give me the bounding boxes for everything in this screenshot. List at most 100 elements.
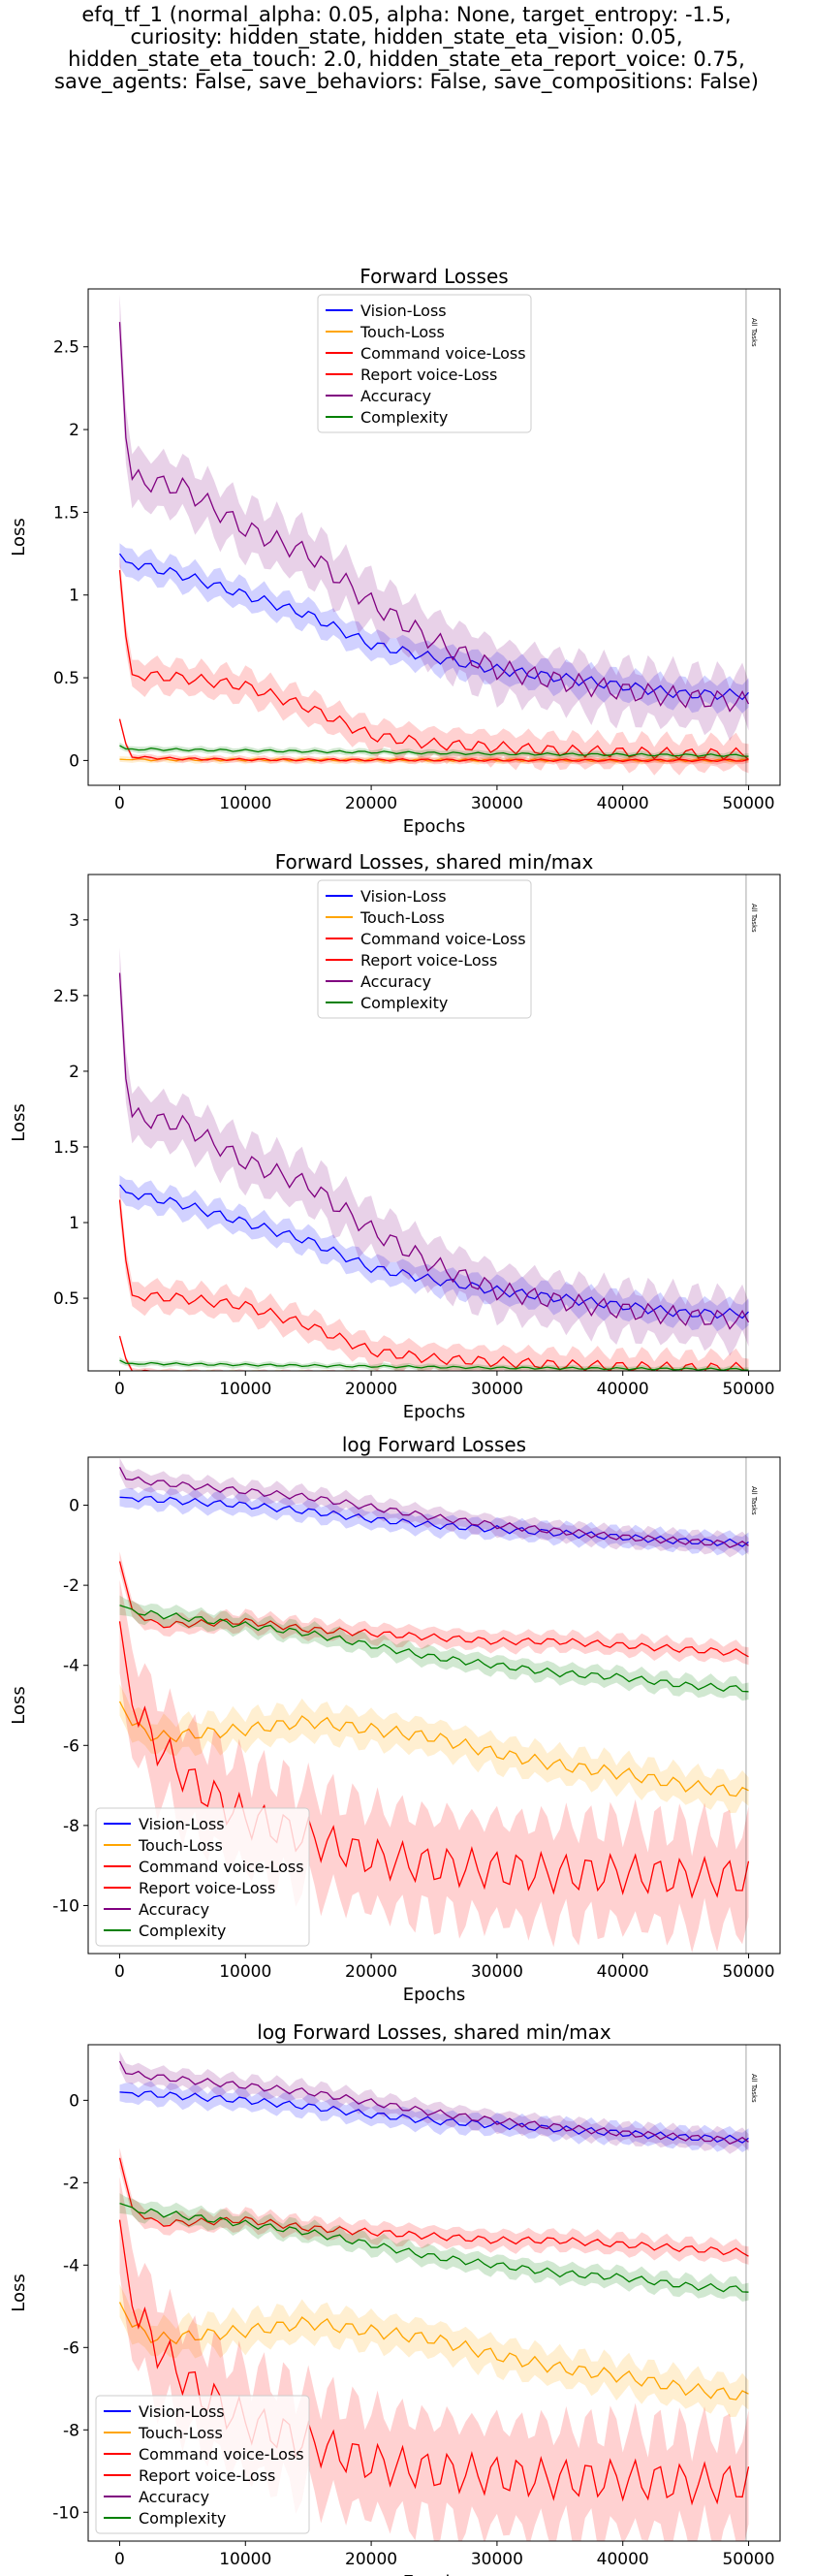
legend-entry: Report voice-Loss bbox=[360, 366, 497, 384]
y-tick-label: -2 bbox=[63, 1576, 79, 1596]
x-tick-label: 10000 bbox=[219, 794, 271, 813]
legend-entry: Accuracy bbox=[139, 2488, 209, 2506]
legend-entry: Command voice-Loss bbox=[360, 930, 526, 948]
series-band-vision-loss bbox=[119, 1175, 749, 1332]
x-tick-label: 20000 bbox=[345, 2550, 397, 2569]
legend-entry: Accuracy bbox=[360, 387, 431, 405]
legend-entry: Touch-Loss bbox=[138, 2424, 223, 2442]
plot-frame bbox=[87, 288, 781, 786]
task-marker-label: All Tasks bbox=[750, 1486, 758, 1515]
series-band-command-voice-loss bbox=[119, 1185, 749, 1371]
chart-title: log Forward Losses, shared min/max bbox=[257, 2020, 611, 2044]
legend-entry: Command voice-Loss bbox=[139, 2445, 304, 2464]
task-marker-label: All Tasks bbox=[750, 2074, 758, 2103]
series-line-accuracy bbox=[118, 1467, 749, 1548]
series-line-vision-loss bbox=[118, 1184, 749, 1320]
series-line-command-voice-loss bbox=[118, 2157, 749, 2257]
series-band-command-voice-loss bbox=[119, 2147, 749, 2265]
y-tick-label: -6 bbox=[63, 2338, 79, 2358]
legend: Vision-Loss Touch-Loss Command voice-Loss R… bbox=[317, 879, 532, 1019]
legend-entry: Report voice-Loss bbox=[360, 951, 497, 970]
series-line-command-voice-loss bbox=[118, 1199, 747, 1371]
legend-entry: Complexity bbox=[360, 408, 448, 427]
chart-title: Forward Losses bbox=[360, 265, 508, 288]
legend-entry: Touch-Loss bbox=[138, 1836, 223, 1855]
x-axis-label: Epochs bbox=[403, 1985, 466, 2005]
x-tick-label: 50000 bbox=[722, 1380, 774, 1399]
series-band-complexity bbox=[119, 742, 749, 760]
y-tick-label: -8 bbox=[63, 2421, 79, 2440]
series-line-complexity bbox=[119, 1359, 749, 1371]
plot-frame bbox=[87, 2044, 781, 2542]
legend: Vision-Loss Touch-Loss Command voice-Loss R… bbox=[317, 294, 532, 433]
y-tick-label: -6 bbox=[63, 1736, 79, 1756]
y-tick-label: -10 bbox=[52, 2503, 79, 2523]
series-band-touch-loss bbox=[119, 1684, 749, 1814]
y-tick-label: 1.5 bbox=[53, 503, 79, 523]
series-band-touch-loss bbox=[119, 2284, 749, 2418]
series-line-touch-loss bbox=[118, 1701, 749, 1797]
legend: Vision-Loss Touch-Loss Command voice-Loss R… bbox=[95, 1807, 310, 1947]
y-tick-label: 1.5 bbox=[53, 1138, 79, 1158]
legend-entry: Command voice-Loss bbox=[360, 344, 526, 363]
legend-entry: Vision-Loss bbox=[139, 2402, 225, 2421]
series-band-accuracy bbox=[119, 294, 749, 742]
y-tick-label: 0 bbox=[69, 751, 79, 771]
legend-entry: Vision-Loss bbox=[139, 1815, 225, 1833]
x-tick-label: 10000 bbox=[219, 1380, 271, 1399]
legend-entry: Accuracy bbox=[139, 1900, 209, 1919]
series-line-complexity bbox=[119, 745, 749, 757]
y-tick-label: -10 bbox=[52, 1896, 79, 1916]
x-tick-label: 0 bbox=[114, 794, 125, 813]
legend-entry: Command voice-Loss bbox=[139, 1858, 304, 1876]
plot-area bbox=[118, 947, 750, 1371]
y-tick-label: -2 bbox=[63, 2174, 79, 2193]
legend-entry: Complexity bbox=[139, 2509, 226, 2528]
chart-panel-1: All Tasks 0 10000 20000 30000 40000 50000 0 0.5 1… bbox=[9, 265, 781, 837]
legend: Vision-Loss Touch-Loss Command voice-Loss R… bbox=[95, 2395, 310, 2534]
x-tick-label: 50000 bbox=[722, 794, 774, 813]
y-tick-label: 3 bbox=[69, 911, 79, 931]
y-tick-label: -4 bbox=[63, 2256, 79, 2275]
y-tick-label: 2.5 bbox=[53, 338, 79, 358]
y-tick-label: 1 bbox=[69, 1214, 79, 1233]
x-tick-label: 30000 bbox=[471, 2550, 523, 2569]
y-tick-label: 0 bbox=[69, 2091, 79, 2111]
x-tick-label: 30000 bbox=[471, 1380, 523, 1399]
x-tick-label: 10000 bbox=[219, 2550, 271, 2569]
y-tick-label: 0 bbox=[69, 1497, 79, 1516]
series-line-command-voice-loss bbox=[118, 1561, 749, 1658]
x-tick-label: 0 bbox=[114, 1380, 125, 1399]
legend-entry: Vision-Loss bbox=[360, 302, 447, 320]
legend-box bbox=[317, 879, 532, 1019]
chart-panel-2: All Tasks 0 10000 20000 30000 40000 50000 0.5 1 1… bbox=[9, 850, 781, 1422]
y-axis-label: Loss bbox=[9, 2274, 29, 2311]
legend-entry: Touch-Loss bbox=[360, 908, 445, 927]
x-tick-label: 20000 bbox=[345, 1380, 397, 1399]
y-tick-label: -4 bbox=[63, 1657, 79, 1676]
series-band-accuracy bbox=[119, 2051, 749, 2154]
series-line-vision-loss bbox=[118, 553, 749, 701]
task-marker-label: All Tasks bbox=[750, 904, 758, 933]
legend-entry: Complexity bbox=[360, 994, 448, 1012]
legend-entry: Complexity bbox=[139, 1922, 226, 1940]
series-band-vision-loss bbox=[119, 543, 749, 715]
x-tick-label: 0 bbox=[114, 2550, 125, 2569]
series-band-accuracy bbox=[119, 1457, 749, 1558]
x-tick-label: 20000 bbox=[345, 794, 397, 813]
series-line-complexity bbox=[119, 2202, 749, 2293]
figure-suptitle: efq_tf_1 (normal_alpha: 0.05, alpha: Non… bbox=[54, 3, 759, 93]
legend-box bbox=[95, 1807, 310, 1947]
legend-entry: Report voice-Loss bbox=[139, 2466, 275, 2485]
x-tick-label: 40000 bbox=[597, 1380, 649, 1399]
x-tick-label: 40000 bbox=[597, 2550, 649, 2569]
y-axis-label: Loss bbox=[9, 518, 29, 556]
plot-frame bbox=[87, 874, 781, 1372]
y-tick-label: 0.5 bbox=[53, 669, 79, 688]
y-axis-label: Loss bbox=[9, 1103, 29, 1141]
series-line-complexity bbox=[119, 1605, 749, 1693]
task-marker-label: All Tasks bbox=[750, 318, 758, 347]
series-band-complexity bbox=[119, 1595, 749, 1701]
y-tick-label: 0.5 bbox=[53, 1289, 79, 1309]
